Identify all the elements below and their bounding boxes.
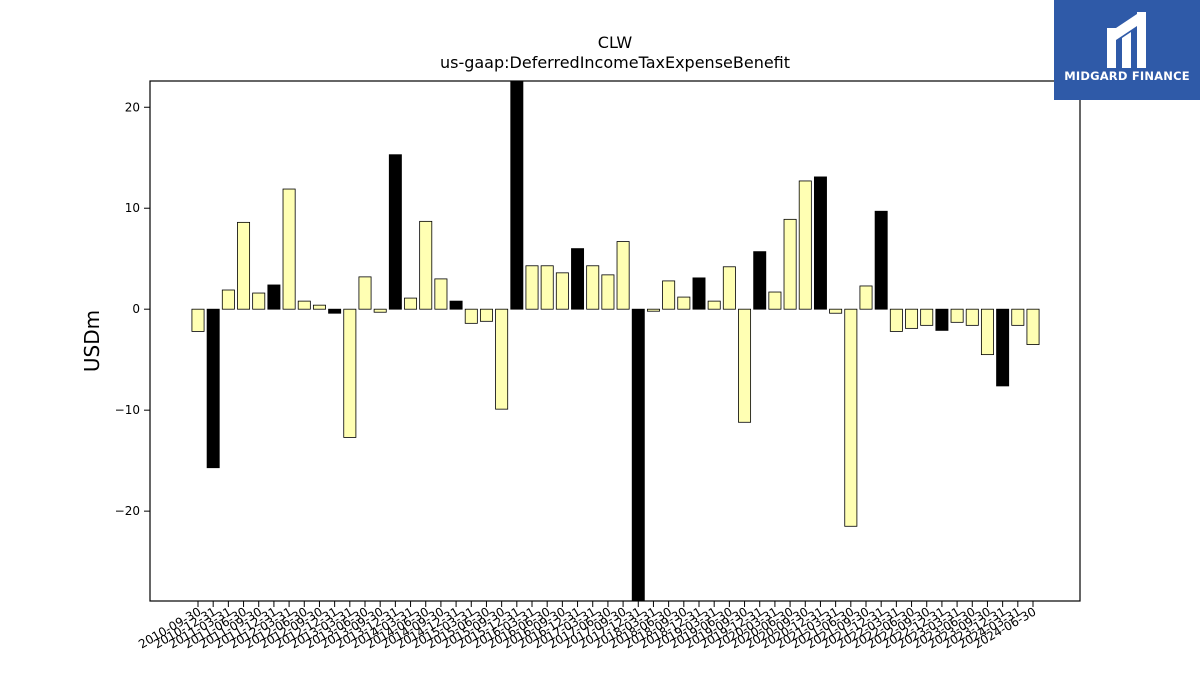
- bar-2015-09-30: [495, 308, 509, 410]
- bar-2013-03-31: [343, 308, 357, 438]
- bar-2022-03-31: [889, 308, 903, 332]
- bar-2017-03-31: [586, 265, 600, 310]
- bar-2020-09-30: [798, 180, 812, 310]
- bar-2020-06-30: [783, 218, 797, 310]
- bar-2023-06-30: [965, 308, 979, 326]
- bar-2019-09-30: [738, 308, 752, 423]
- bar-2021-12-31: [874, 210, 888, 310]
- bar-2013-09-30: [373, 308, 387, 313]
- bar-2024-03-31: [1011, 308, 1025, 326]
- bar-2012-09-30: [312, 304, 326, 310]
- bar-2015-12-31: [510, 80, 524, 310]
- bar-2020-12-31: [813, 176, 827, 310]
- bar-2014-03-31: [404, 297, 418, 310]
- bar-2017-06-30: [601, 274, 615, 310]
- bar-2019-03-31: [707, 300, 721, 310]
- midgard-m-logo-icon: [1107, 12, 1146, 68]
- bar-2015-03-31: [464, 308, 478, 324]
- bar-2016-06-30: [540, 265, 554, 310]
- bar-2018-06-30: [662, 280, 676, 310]
- bar-2017-12-31: [631, 308, 645, 602]
- plot-frame: [149, 80, 1081, 602]
- bar-2016-12-31: [571, 248, 585, 310]
- bar-2012-06-30: [297, 300, 311, 310]
- bar-2019-12-31: [753, 251, 767, 310]
- y-tick-label: 10: [125, 201, 140, 215]
- bar-2018-03-31: [646, 308, 660, 312]
- bar-2014-09-30: [434, 278, 448, 310]
- bar-2010-09-30: [191, 308, 205, 332]
- bar-2013-12-31: [388, 154, 402, 310]
- bar-2011-03-31: [221, 289, 235, 310]
- bar-2016-03-31: [525, 265, 539, 310]
- bar-2011-12-31: [267, 284, 281, 310]
- bar-2019-06-30: [722, 266, 736, 310]
- y-ticks-group: −20 −10 0 10 20: [115, 100, 150, 518]
- bar-2014-12-31: [449, 300, 463, 310]
- y-tick-label: −10: [115, 403, 140, 417]
- bar-2018-09-30: [677, 296, 691, 310]
- bar-2012-03-31: [282, 188, 296, 310]
- y-tick-label: 0: [132, 302, 140, 316]
- bar-2010-12-31: [206, 308, 220, 469]
- bar-2018-12-31: [692, 277, 706, 310]
- bar-2016-09-30: [555, 272, 569, 310]
- bar-2014-06-30: [419, 220, 433, 310]
- brand-name: MIDGARD FINANCE: [1064, 69, 1190, 83]
- bar-2023-03-31: [950, 308, 964, 323]
- bar-2017-09-30: [616, 241, 630, 310]
- bars-group: [191, 80, 1040, 602]
- y-tick-label: −20: [115, 504, 140, 518]
- bar-2013-06-30: [358, 276, 372, 310]
- y-tick-label: 20: [125, 100, 140, 114]
- chart-subtitle: us-gaap:DeferredIncomeTaxExpenseBenefit: [440, 53, 790, 72]
- bar-2011-06-30: [237, 221, 251, 310]
- bar-2022-12-31: [935, 308, 949, 331]
- bar-2021-06-30: [844, 308, 858, 527]
- bar-2021-09-30: [859, 285, 873, 310]
- bar-2015-06-30: [479, 308, 493, 322]
- bar-2023-09-30: [980, 308, 994, 356]
- x-ticks-group: 2010-09-302010-12-312011-03-312011-06-30…: [136, 601, 1039, 651]
- chart-title: CLW: [598, 33, 633, 52]
- bar-2021-03-31: [829, 308, 843, 314]
- bar-2024-06-30: [1026, 308, 1040, 345]
- y-axis-label: USDm: [80, 310, 104, 372]
- bar-2012-12-31: [328, 308, 342, 314]
- bar-2023-12-31: [996, 308, 1010, 387]
- brand-logo: MIDGARD FINANCE: [1054, 0, 1200, 100]
- bar-2022-06-30: [905, 308, 919, 329]
- bar-2020-03-31: [768, 291, 782, 310]
- bar-2011-09-30: [252, 292, 266, 310]
- bar-2022-09-30: [920, 308, 934, 326]
